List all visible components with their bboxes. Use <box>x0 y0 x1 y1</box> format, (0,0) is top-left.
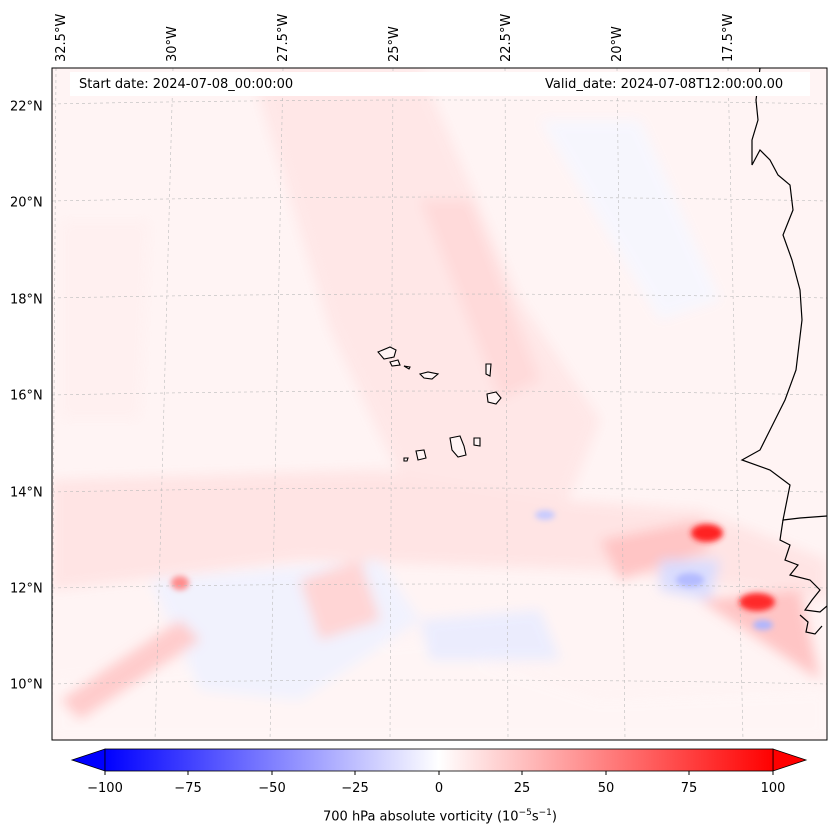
colorbar-title: 700 hPa absolute vorticity (10−5s−1) <box>0 808 837 824</box>
lon-label-30w: 30°W <box>165 26 180 62</box>
colorbar-title-exp1: −5 <box>518 808 532 818</box>
lat-label-20n: 20°N <box>10 195 43 211</box>
lat-label-22n: 22°N <box>10 99 43 115</box>
colorbar-tick-label: −100 <box>87 781 123 796</box>
colorbar-title-mid: s <box>531 809 539 825</box>
colorbar <box>70 748 808 775</box>
lat-label-12n: 12°N <box>10 581 43 597</box>
colorbar-tick-label: −25 <box>341 781 369 796</box>
lat-label-14n: 14°N <box>10 485 43 501</box>
lat-label-16n: 16°N <box>10 388 43 404</box>
lon-label-20w: 20°W <box>610 26 625 62</box>
lon-label-17-5w: 17.5°W <box>721 13 736 62</box>
colorbar-tick-label: 25 <box>513 781 531 796</box>
colorbar-title-exp2: −1 <box>538 808 552 818</box>
colorbar-tick-label: −75 <box>174 781 202 796</box>
colorbar-title-end: ) <box>551 809 557 825</box>
colorbar-min-extend <box>70 748 106 772</box>
colorbar-tick-label: 50 <box>597 781 615 796</box>
lon-label-22-5w: 22.5°W <box>499 13 514 62</box>
gridlines <box>52 68 827 740</box>
valid-date-label: Valid_date: 2024-07-08T12:00:00.00 <box>545 77 784 92</box>
colorbar-tick-label: 0 <box>434 781 444 796</box>
cape-verde-islands <box>377 346 502 462</box>
lat-label-18n: 18°N <box>10 292 43 308</box>
lon-label-32-5w: 32.5°W <box>54 13 69 62</box>
vorticity-field <box>52 68 827 740</box>
header-backdrop <box>70 72 810 96</box>
lon-label-27-5w: 27.5°W <box>276 13 291 62</box>
colorbar-tick-label: 100 <box>760 781 786 796</box>
colorbar-tick-label: −50 <box>258 781 286 796</box>
start-date-label: Start date: 2024-07-08_00:00:00 <box>79 77 294 92</box>
coastline <box>740 68 827 635</box>
lat-label-10n: 10°N <box>10 677 43 693</box>
map-frame <box>51 67 828 741</box>
colorbar-tick-label: 75 <box>680 781 698 796</box>
colorbar-title-main: 700 hPa absolute vorticity (10 <box>323 809 519 825</box>
colorbar-gradient <box>104 748 774 772</box>
lon-label-25w: 25°W <box>387 26 402 62</box>
colorbar-max-extend <box>772 748 808 772</box>
colorbar-ticks <box>104 771 774 775</box>
